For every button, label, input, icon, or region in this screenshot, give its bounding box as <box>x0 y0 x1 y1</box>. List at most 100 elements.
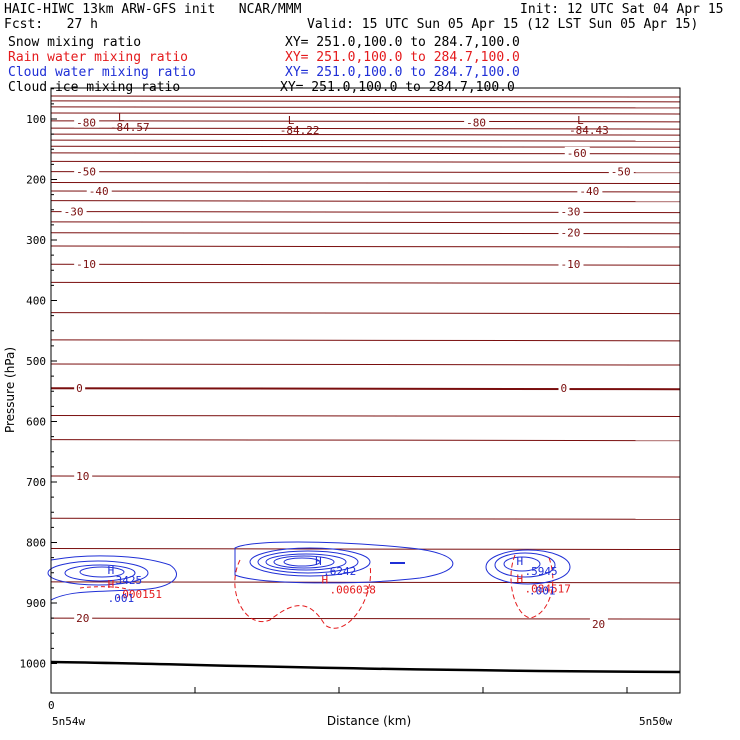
valid-time: Valid: 15 UTC Sun 05 Apr 15 (12 LST Sun … <box>307 17 699 32</box>
isotherm-label-bg <box>86 184 112 196</box>
rain-contour <box>234 559 372 629</box>
isotherm-label-bg <box>74 116 100 128</box>
forecast-hour: Fcst: 27 h <box>4 17 98 32</box>
isotherm-label-bg <box>74 382 86 394</box>
isotherm-label-bg <box>558 226 584 238</box>
field-name-cloud-water: Cloud water mixing ratio <box>8 65 196 80</box>
x-right-label: 5n50w <box>639 715 672 728</box>
isotherm-line <box>50 112 681 115</box>
field-xy-cloud-water: XY= 251.0,100.0 to 284.7,100.0 <box>285 65 520 80</box>
isotherm-line <box>50 439 681 442</box>
isotherm-label: 0 <box>76 382 83 395</box>
surface-pressure-line <box>50 660 681 674</box>
isotherm-label: -50 <box>611 166 631 179</box>
y-axis: 100 200 300 400 500 600 700 800 900 1000 <box>20 88 57 671</box>
isotherm-line <box>50 221 681 224</box>
cloud-water-contour <box>79 566 125 578</box>
y-tick-label: 900 <box>26 597 46 610</box>
isotherm-line <box>50 95 681 98</box>
y-tick-label: 700 <box>26 476 46 489</box>
cloud-water-contour <box>283 557 321 567</box>
isotherm-line <box>50 190 681 193</box>
isotherm-line <box>50 100 681 103</box>
init-time: Init: 12 UTC Sat 04 Apr 15 <box>520 2 724 17</box>
isotherm-label-bg <box>74 165 100 177</box>
cloud-water-contour <box>257 550 359 574</box>
isotherm-line <box>50 232 681 235</box>
x-axis-title: Distance (km) <box>327 714 411 728</box>
cloud-water-contour <box>485 549 571 585</box>
isotherm-line <box>50 200 681 203</box>
cloud-water-contour <box>273 555 335 569</box>
isotherm-label: -50 <box>76 166 96 179</box>
isotherm-label: -60 <box>567 147 587 160</box>
cloud_water-max-value: 3425 <box>116 574 143 587</box>
isotherm-label: 10 <box>76 470 89 483</box>
isotherm-line <box>50 363 681 366</box>
y-tick-label: 300 <box>26 234 46 247</box>
field-xy-rain: XY= 251.0,100.0 to 284.7,100.0 <box>285 50 520 65</box>
low-marker: L <box>118 111 125 124</box>
rain-contour <box>510 554 554 619</box>
isotherm-line <box>50 387 681 391</box>
isotherm-line <box>50 133 681 136</box>
isotherm-label: -80 <box>466 117 486 130</box>
x-zero-label: 0 <box>48 699 55 712</box>
y-tick-label: 600 <box>26 416 46 429</box>
y-tick-label: 1000 <box>20 658 47 671</box>
cloud-water-contour <box>265 553 347 571</box>
low-value: -84.22 <box>280 124 320 137</box>
isotherm-label: -30 <box>560 206 580 219</box>
cloud-water-contour <box>234 541 454 584</box>
isotherm-label-bg <box>74 258 100 270</box>
field-xy-snow: XY= 251.0,100.0 to 284.7,100.0 <box>285 35 520 50</box>
isotherm-label-bg <box>558 205 584 217</box>
isotherm-line <box>50 312 681 315</box>
rain-max-marker: H <box>321 574 328 587</box>
isotherm-line <box>50 414 681 417</box>
y-tick-label: 100 <box>26 113 46 126</box>
field-name-rain: Rain water mixing ratio <box>8 50 189 65</box>
cloud_water-max-marker: .001 <box>529 585 556 598</box>
rain-max-marker: H <box>516 572 523 585</box>
isotherm-label: 20 <box>76 612 89 625</box>
isotherm-label-bg <box>558 382 570 394</box>
isotherm-line <box>50 211 681 214</box>
plot-frame <box>50 87 681 694</box>
chart-title: HAIC-HIWC 13km ARW-GFS init NCAR/MMM <box>4 2 302 17</box>
cloud-water-contour <box>50 555 177 601</box>
isotherm-line <box>50 281 681 284</box>
isotherm-line <box>50 548 681 551</box>
isotherm-label-bg <box>608 165 634 177</box>
isotherm-label: 0 <box>560 382 567 395</box>
y-tick-label: 200 <box>26 174 46 187</box>
rain-max-value: .006038 <box>329 584 375 597</box>
label-layer: -80 -80 -60 -50 -50 -40 -40 -30 -30 -20 -10 -10 0 0 10… <box>61 111 634 631</box>
isotherm-label-bg <box>74 612 93 624</box>
isotherm-label: -40 <box>579 185 599 198</box>
isotherm-label-bg <box>74 469 93 481</box>
isotherm-line <box>50 263 681 266</box>
isotherm-line <box>50 182 681 185</box>
isotherm-line <box>50 245 681 248</box>
rain-max-value: .000151 <box>116 588 162 601</box>
isotherm-line <box>50 160 681 163</box>
cloud-water-contour <box>503 556 541 572</box>
field-name-snow: Snow mixing ratio <box>8 35 142 50</box>
isotherm-label-bg <box>564 146 590 158</box>
isotherm-label: -30 <box>64 206 84 219</box>
low-value: -84.43 <box>569 124 609 137</box>
cloud_water-max-marker: H <box>315 555 322 568</box>
cloud-layer <box>47 541 571 629</box>
contour-layer <box>50 95 681 674</box>
y-axis-title: Pressure (hPa) <box>3 347 17 433</box>
low-value: -84.57 <box>110 121 150 134</box>
y-tick-label: 500 <box>26 355 46 368</box>
isotherm-label: -20 <box>560 227 580 240</box>
isotherm-label-bg <box>464 116 490 128</box>
low-marker: L <box>288 114 295 127</box>
cloud_water-max-value: .5945 <box>524 565 557 578</box>
isotherm-label-bg <box>589 618 608 630</box>
cloud-water-contour <box>47 560 149 586</box>
